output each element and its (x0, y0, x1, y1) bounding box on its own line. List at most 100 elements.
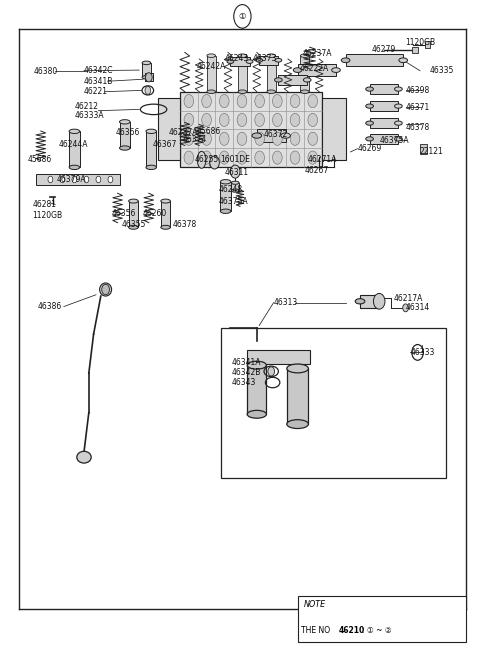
Ellipse shape (287, 420, 309, 428)
Circle shape (184, 113, 194, 126)
Bar (370, 118, 398, 128)
Text: 46244A: 46244A (59, 140, 88, 149)
Circle shape (234, 5, 251, 28)
Ellipse shape (395, 87, 402, 91)
Ellipse shape (77, 451, 91, 463)
Circle shape (145, 73, 152, 82)
Bar (370, 84, 398, 94)
Text: 46367: 46367 (153, 140, 177, 149)
Ellipse shape (300, 90, 309, 94)
Ellipse shape (341, 58, 350, 63)
Circle shape (219, 94, 229, 107)
Bar (158, 98, 180, 160)
Ellipse shape (399, 58, 408, 63)
Text: 46355: 46355 (122, 219, 146, 229)
Text: 46314: 46314 (406, 303, 430, 312)
Ellipse shape (267, 54, 276, 58)
Ellipse shape (100, 283, 112, 296)
Circle shape (255, 132, 264, 145)
Text: 45686: 45686 (28, 155, 52, 164)
Text: 46341A: 46341A (231, 358, 261, 367)
Text: 46378: 46378 (406, 122, 430, 132)
Text: 46356: 46356 (112, 209, 136, 218)
Bar (287, 368, 309, 424)
Ellipse shape (293, 67, 302, 73)
Circle shape (273, 113, 282, 126)
Ellipse shape (207, 90, 216, 94)
Circle shape (48, 176, 53, 183)
Text: 46279: 46279 (372, 45, 396, 54)
Bar (278, 75, 307, 85)
Ellipse shape (161, 225, 170, 229)
Circle shape (308, 132, 318, 145)
Text: 46237A: 46237A (302, 49, 332, 58)
Text: 46341B: 46341B (84, 77, 113, 86)
Text: THE NO: THE NO (301, 626, 331, 635)
Text: 46271A: 46271A (307, 155, 336, 164)
Text: 46379A: 46379A (57, 175, 86, 184)
Circle shape (290, 132, 300, 145)
Text: 46343: 46343 (231, 378, 256, 387)
Bar (146, 131, 156, 167)
Text: 46398: 46398 (406, 86, 430, 95)
Circle shape (273, 132, 282, 145)
Text: 46386: 46386 (37, 302, 62, 311)
Text: 46260: 46260 (143, 209, 168, 218)
Ellipse shape (129, 225, 138, 229)
Bar (145, 73, 153, 81)
Circle shape (255, 113, 264, 126)
Circle shape (202, 151, 211, 164)
Circle shape (202, 113, 211, 126)
Text: 46311: 46311 (225, 168, 249, 178)
Circle shape (102, 284, 109, 295)
Circle shape (219, 151, 229, 164)
Ellipse shape (355, 299, 365, 304)
Circle shape (230, 165, 240, 178)
Bar (238, 56, 247, 92)
Text: 46373: 46373 (253, 54, 277, 64)
Ellipse shape (146, 165, 156, 170)
Ellipse shape (247, 362, 266, 369)
Circle shape (184, 132, 194, 145)
Circle shape (237, 113, 247, 126)
Circle shape (237, 132, 247, 145)
Text: 46371: 46371 (406, 103, 430, 112)
Text: 46248: 46248 (218, 185, 242, 195)
Circle shape (273, 151, 282, 164)
Ellipse shape (267, 90, 276, 94)
Text: 46217A: 46217A (394, 293, 423, 303)
Text: 46375A: 46375A (379, 136, 409, 145)
Bar (69, 131, 80, 167)
Ellipse shape (142, 61, 151, 65)
Text: 46237A: 46237A (169, 128, 198, 137)
Bar (346, 54, 403, 66)
Circle shape (219, 113, 229, 126)
Ellipse shape (300, 54, 309, 58)
Ellipse shape (246, 60, 253, 64)
Bar (298, 596, 466, 642)
Ellipse shape (238, 90, 247, 94)
Bar (370, 101, 398, 111)
Circle shape (255, 151, 264, 164)
Ellipse shape (374, 299, 384, 304)
Text: 22121: 22121 (420, 147, 444, 157)
Bar (221, 328, 446, 478)
Text: 46375A: 46375A (218, 196, 248, 206)
Ellipse shape (395, 104, 402, 108)
Text: ①: ① (239, 12, 246, 21)
Ellipse shape (275, 78, 282, 82)
Text: 46313: 46313 (274, 298, 298, 307)
Circle shape (255, 94, 264, 107)
Text: 46267: 46267 (305, 166, 329, 175)
Ellipse shape (69, 129, 80, 134)
Circle shape (202, 94, 211, 107)
Ellipse shape (247, 410, 266, 418)
Bar (412, 47, 418, 53)
Text: 46335: 46335 (430, 66, 454, 75)
Text: 46380: 46380 (34, 67, 58, 76)
Bar (231, 183, 239, 191)
Ellipse shape (332, 67, 340, 73)
Circle shape (273, 94, 282, 107)
Bar (322, 98, 346, 160)
Circle shape (84, 176, 89, 183)
